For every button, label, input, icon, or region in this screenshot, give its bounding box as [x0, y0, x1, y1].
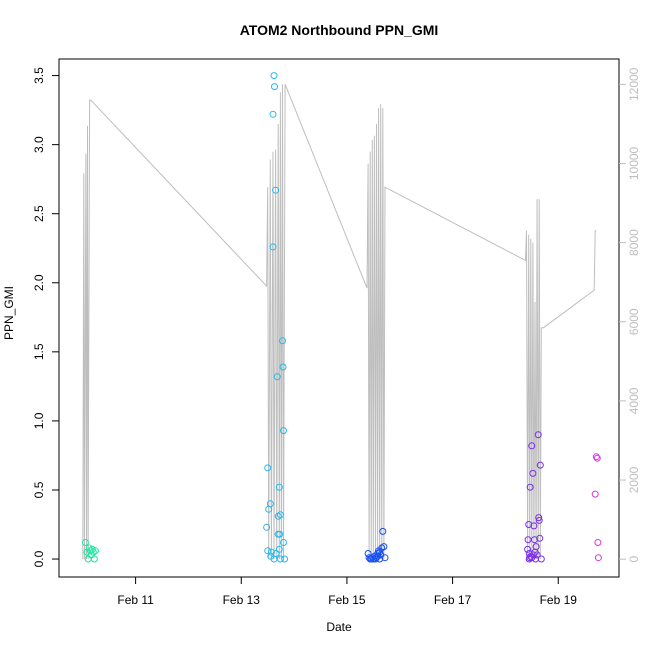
data-point: [81, 539, 89, 546]
y2-tick-label: 4000: [627, 387, 641, 414]
x-tick-label: Feb 19: [540, 593, 578, 607]
data-point: [270, 72, 278, 80]
data-point: [593, 454, 601, 462]
y-tick-label: 3.0: [32, 136, 46, 153]
data-point: [592, 453, 600, 461]
data-point: [269, 110, 277, 118]
data-point: [525, 521, 533, 528]
data-point: [537, 555, 545, 563]
x-tick-label: Feb 13: [223, 593, 261, 607]
data-point: [264, 464, 272, 472]
y2-tick-label: 2000: [627, 466, 641, 493]
data-point: [275, 545, 283, 553]
data-point: [275, 483, 283, 491]
data-point: [280, 539, 287, 546]
axes: Feb 11 Feb 13 Feb 15 Feb 17 Feb 19 0.0 0.5 1.0 1…: [32, 67, 641, 607]
data-point: [533, 551, 541, 559]
data-point: [594, 554, 602, 562]
data-point: [535, 514, 543, 522]
y2-tick-label: 10000: [627, 146, 641, 180]
data-point: [281, 555, 289, 563]
secondary-series-line: [82, 84, 597, 560]
y-tick-label: 3.5: [32, 67, 46, 84]
data-point: [92, 547, 99, 555]
data-point: [529, 469, 537, 477]
data-point: [535, 516, 543, 524]
y-tick-label: 0.0: [32, 550, 46, 567]
plot-frame: [58, 58, 620, 578]
y-tick-label: 1.0: [32, 412, 46, 429]
data-point: [279, 337, 286, 345]
data-point: [271, 83, 278, 91]
data-point: [536, 534, 544, 542]
data-point: [594, 539, 602, 546]
y2-tick-label: 0: [627, 556, 641, 563]
data-point: [528, 442, 536, 450]
x-axis-label: Date: [326, 620, 352, 634]
y-axis-label: PPN_GMI: [2, 286, 16, 340]
chart-title: ATOM2 Northbound PPN_GMI: [240, 22, 439, 38]
y2-tick-label: 8000: [627, 229, 641, 256]
y-tick-label: 0.5: [32, 481, 46, 498]
data-point: [534, 431, 542, 439]
data-point: [276, 530, 284, 538]
y-tick-label: 2.0: [32, 274, 46, 291]
y-tick-label: 1.5: [32, 343, 46, 360]
data-point: [524, 545, 532, 553]
y2-tick-label: 12000: [627, 67, 641, 101]
data-point: [280, 427, 287, 435]
data-point: [273, 373, 281, 381]
data-point: [380, 543, 388, 551]
data-point: [267, 548, 275, 556]
data-point: [530, 522, 538, 530]
y-tick-label: 2.5: [32, 205, 46, 222]
data-point: [269, 243, 277, 251]
y2-tick-label: 6000: [627, 308, 641, 335]
data-point: [379, 527, 387, 535]
data-point: [276, 511, 284, 519]
data-point: [381, 554, 389, 562]
data-point: [279, 363, 287, 371]
data-point: [263, 523, 271, 531]
data-point: [264, 547, 272, 555]
data-point: [276, 555, 284, 563]
x-tick-label: Feb 15: [328, 593, 366, 607]
points-layer: [81, 72, 602, 563]
data-point: [376, 548, 384, 556]
data-point: [90, 555, 98, 563]
data-point: [591, 490, 599, 498]
x-tick-label: Feb 17: [434, 593, 472, 607]
data-point: [272, 186, 280, 194]
data-point: [536, 461, 544, 469]
data-point: [526, 483, 534, 491]
data-point: [532, 543, 540, 551]
x-tick-label: Feb 11: [117, 593, 154, 607]
secondary-line-layer: [82, 84, 597, 560]
data-point: [266, 500, 274, 508]
data-point: [529, 551, 537, 559]
data-point: [374, 552, 382, 560]
